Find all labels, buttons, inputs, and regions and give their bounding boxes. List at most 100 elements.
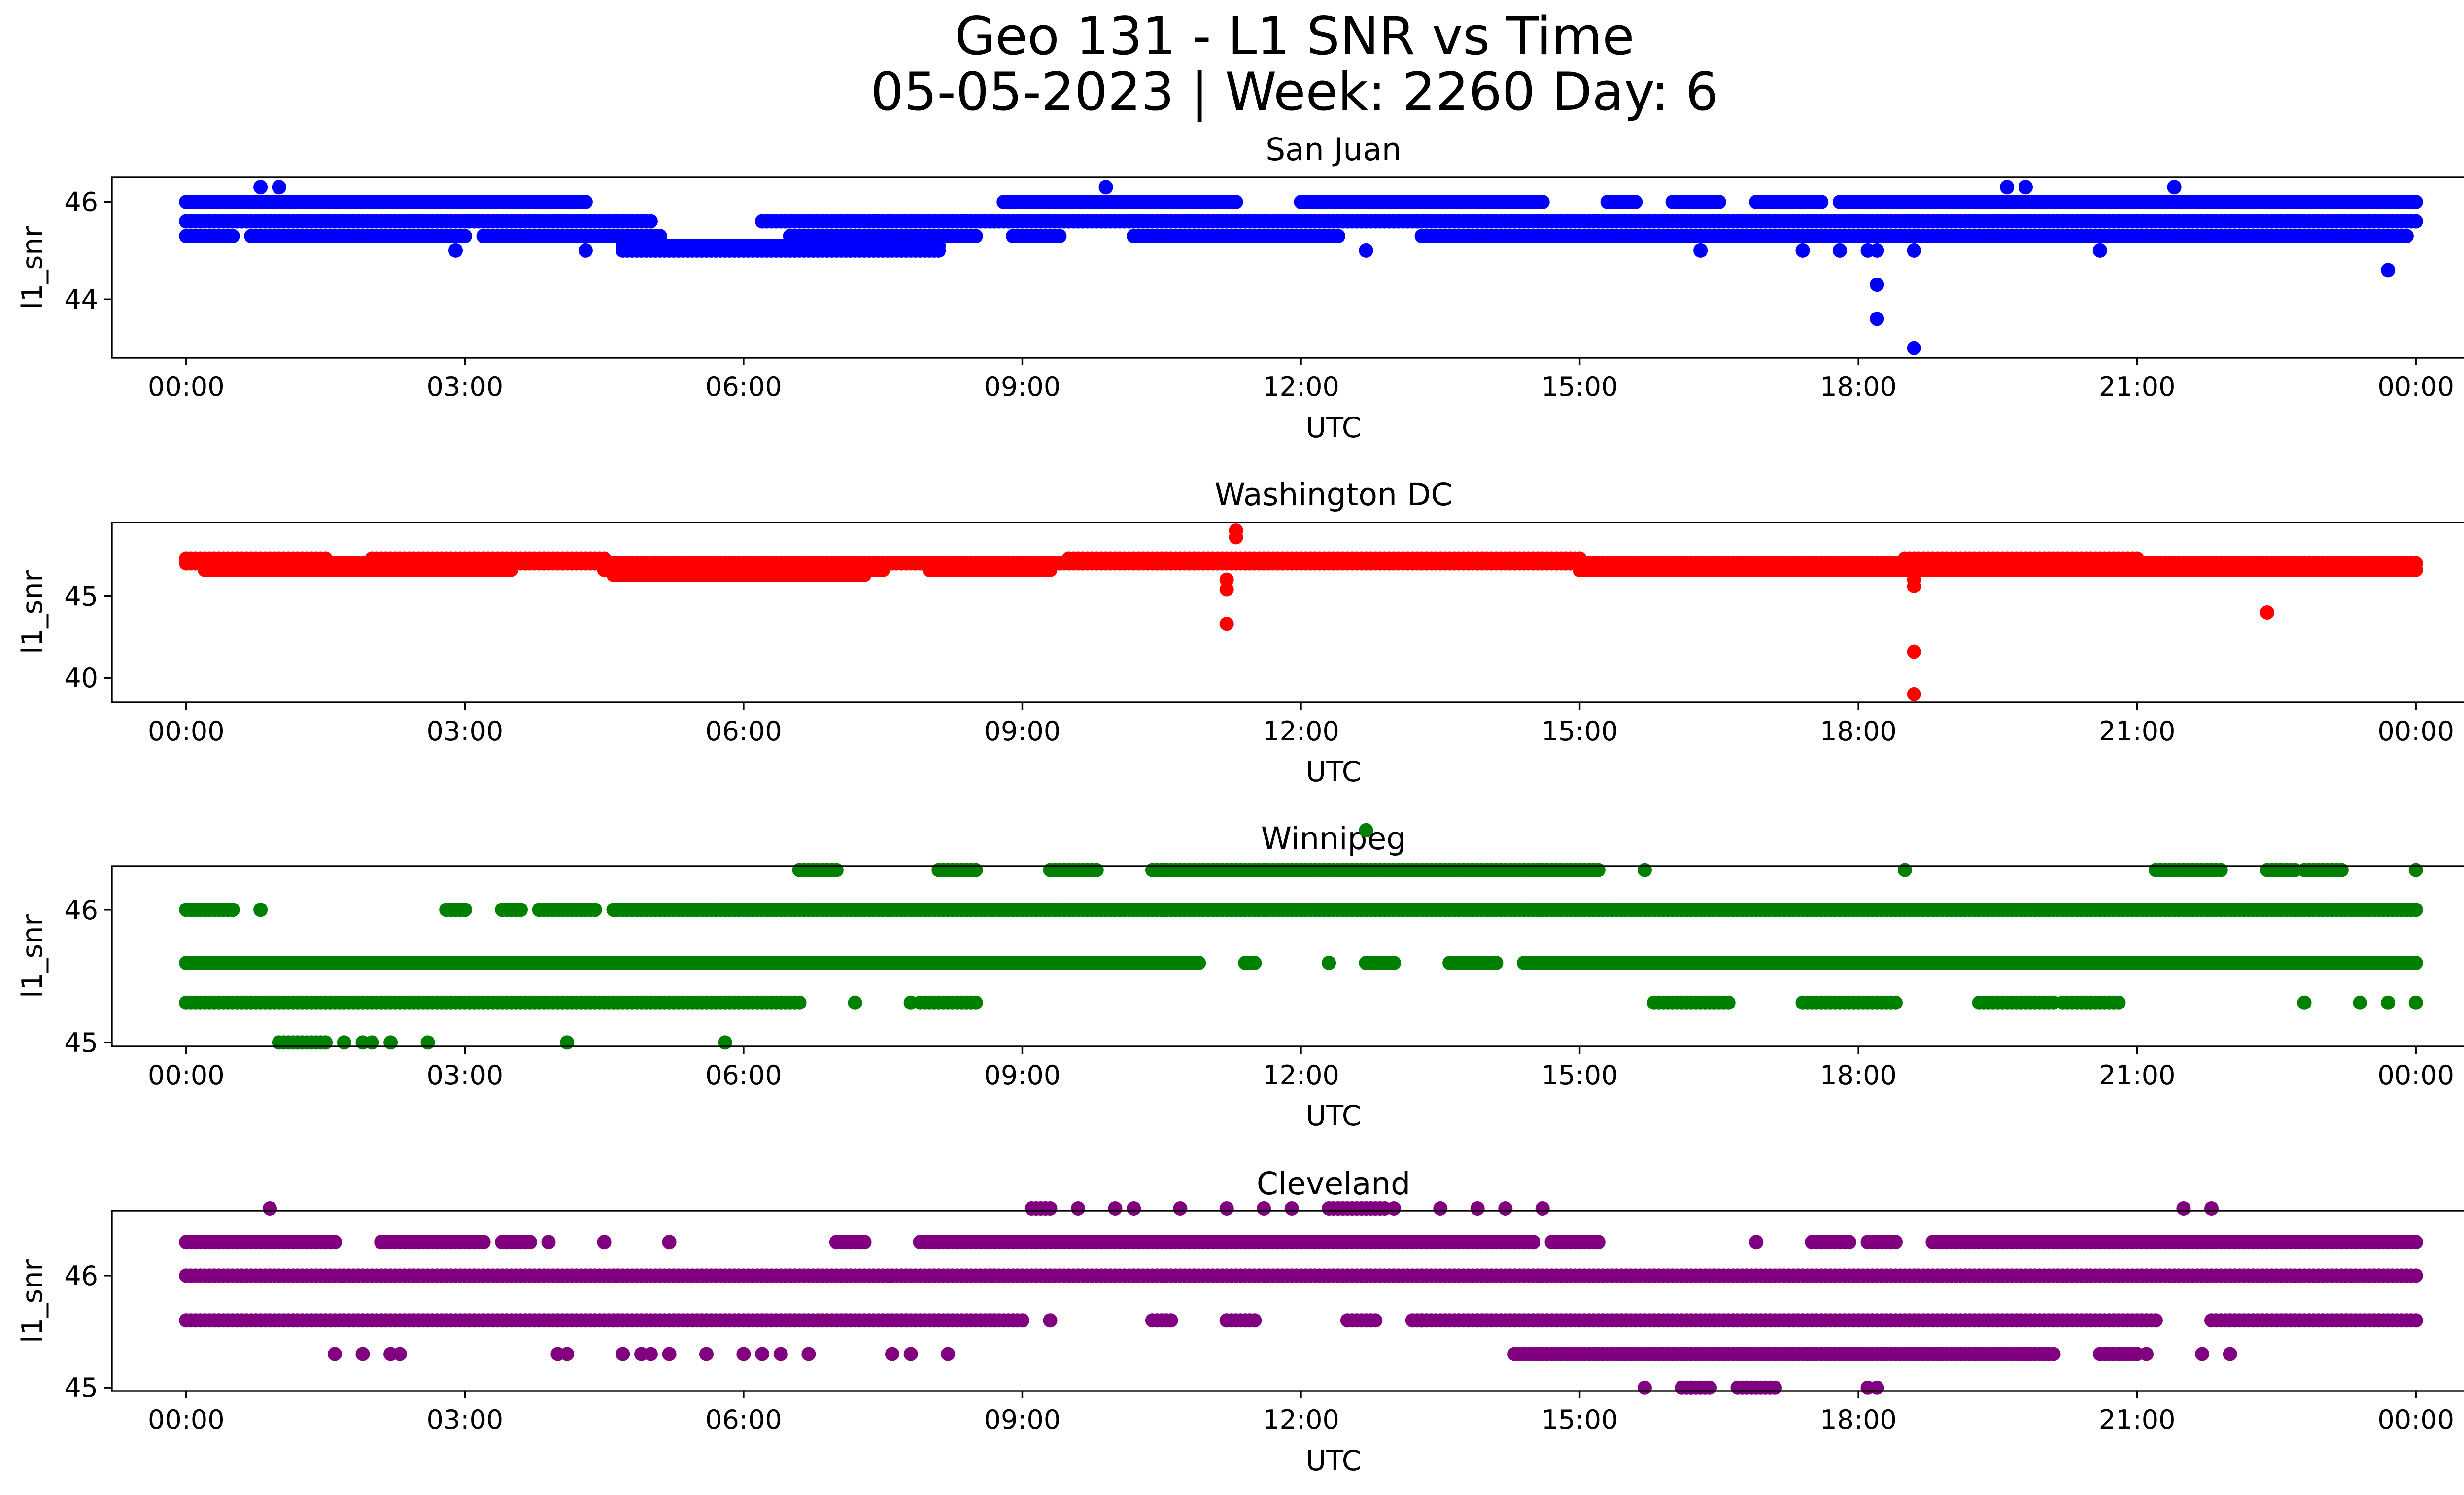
data-point bbox=[968, 995, 983, 1010]
data-point bbox=[1089, 863, 1104, 877]
panel-title: Washington DC bbox=[1215, 477, 1453, 513]
data-point bbox=[2213, 863, 2228, 877]
x-tick-label: 00:00 bbox=[148, 716, 225, 747]
data-point bbox=[1229, 530, 1243, 545]
data-point bbox=[857, 567, 872, 582]
data-point bbox=[903, 995, 918, 1010]
x-tick-label: 12:00 bbox=[1263, 371, 1339, 402]
y-axis-label: l1_snr bbox=[16, 226, 49, 310]
data-point bbox=[1870, 312, 1884, 326]
data-point bbox=[2297, 995, 2312, 1010]
data-point bbox=[1043, 1201, 1058, 1216]
data-point bbox=[327, 1235, 342, 1250]
scatter-points bbox=[179, 180, 2423, 355]
scatter-points bbox=[179, 523, 2423, 701]
scatter-points bbox=[179, 1201, 2423, 1395]
data-point bbox=[1795, 243, 1810, 258]
y-tick-label: 46 bbox=[64, 895, 98, 926]
data-point bbox=[1098, 180, 1113, 195]
panel-winnipeg: Winnipeg 00:00 03:00 06:00 09:00 12:00 15:00 1… bbox=[16, 821, 2464, 1132]
data-point bbox=[504, 562, 519, 577]
data-point bbox=[968, 863, 983, 877]
x-tick-label: 15:00 bbox=[1541, 716, 1618, 747]
data-point bbox=[383, 1035, 398, 1050]
data-point bbox=[968, 229, 983, 243]
data-point bbox=[2092, 243, 2107, 258]
data-point bbox=[1331, 229, 1345, 243]
x-tick-label: 03:00 bbox=[427, 371, 504, 402]
x-tick-label: 00:00 bbox=[148, 1060, 225, 1091]
data-point bbox=[578, 195, 593, 209]
y-axis-label: l1_snr bbox=[16, 914, 49, 998]
panel-washington-dc: Washington DC 00:00 03:00 06:00 09:00 12:00 1… bbox=[16, 477, 2464, 788]
x-tick-label: 00:00 bbox=[2377, 371, 2454, 402]
panel-title: Cleveland bbox=[1257, 1166, 1410, 1202]
data-point bbox=[2408, 1235, 2423, 1250]
y-tick-label: 44 bbox=[64, 284, 98, 315]
x-tick-label: 06:00 bbox=[705, 716, 782, 747]
data-point bbox=[1832, 243, 1847, 258]
data-point bbox=[2000, 180, 2015, 195]
data-point bbox=[1897, 863, 1912, 877]
x-tick-label: 03:00 bbox=[427, 716, 504, 747]
tick-marks: 00:00 03:00 06:00 09:00 12:00 15:00 18:00 21:00… bbox=[64, 186, 2454, 402]
data-point bbox=[1368, 1313, 1383, 1328]
data-point bbox=[1888, 1235, 1903, 1250]
data-point bbox=[457, 903, 472, 917]
x-tick-label: 21:00 bbox=[2099, 371, 2176, 402]
x-tick-label: 00:00 bbox=[2377, 1060, 2454, 1091]
y-tick-label: 45 bbox=[64, 1027, 98, 1058]
data-point bbox=[718, 1035, 732, 1050]
data-point bbox=[643, 214, 658, 229]
data-point bbox=[1359, 823, 1373, 837]
data-point bbox=[1907, 644, 1921, 659]
data-point bbox=[1229, 195, 1243, 209]
data-point bbox=[1721, 995, 1736, 1010]
x-axis-label: UTC bbox=[1306, 412, 1362, 444]
data-point bbox=[2408, 995, 2423, 1010]
y-tick-label: 46 bbox=[64, 186, 98, 217]
data-point bbox=[1907, 579, 1921, 593]
scatter-points bbox=[179, 823, 2423, 1050]
x-tick-label: 15:00 bbox=[1541, 371, 1618, 402]
x-tick-label: 12:00 bbox=[1263, 716, 1339, 747]
data-point bbox=[931, 243, 946, 258]
data-point bbox=[1638, 863, 1652, 877]
tick-marks: 00:00 03:00 06:00 09:00 12:00 15:00 18:00 21:00… bbox=[64, 895, 2454, 1091]
x-tick-label: 21:00 bbox=[2099, 716, 2176, 747]
x-tick-label: 03:00 bbox=[427, 1060, 504, 1091]
data-point bbox=[1870, 278, 1884, 292]
data-point bbox=[2408, 903, 2423, 917]
data-point bbox=[1535, 195, 1550, 209]
figure-title-line1: Geo 131 - L1 SNR vs Time bbox=[955, 6, 1634, 67]
data-point bbox=[1907, 243, 1921, 258]
data-point bbox=[1842, 1235, 1856, 1250]
x-tick-label: 00:00 bbox=[148, 371, 225, 402]
figure-title-line2: 05-05-2023 | Week: 2260 Day: 6 bbox=[871, 62, 1719, 123]
y-tick-label: 40 bbox=[64, 662, 98, 694]
data-point bbox=[1711, 195, 1726, 209]
data-point bbox=[513, 903, 528, 917]
data-point bbox=[1164, 1313, 1178, 1328]
data-point bbox=[876, 562, 890, 577]
data-point bbox=[253, 180, 268, 195]
data-point bbox=[1693, 243, 1708, 258]
data-point bbox=[2399, 229, 2414, 243]
data-point bbox=[1489, 956, 1504, 970]
data-point bbox=[457, 229, 472, 243]
data-point bbox=[2408, 863, 2423, 877]
data-point bbox=[829, 863, 844, 877]
data-point bbox=[2334, 863, 2349, 877]
data-point bbox=[587, 903, 602, 917]
data-point bbox=[1907, 341, 1921, 355]
data-point bbox=[1387, 956, 1401, 970]
data-point bbox=[2381, 263, 2396, 278]
x-tick-label: 18:00 bbox=[1820, 371, 1897, 402]
axes-frame bbox=[111, 865, 2464, 1047]
data-point bbox=[2408, 195, 2423, 209]
panel-title: Winnipeg bbox=[1261, 821, 1406, 857]
data-point bbox=[1628, 195, 1643, 209]
data-point bbox=[318, 1035, 333, 1050]
data-point bbox=[1043, 562, 1058, 577]
data-point bbox=[2408, 562, 2423, 577]
